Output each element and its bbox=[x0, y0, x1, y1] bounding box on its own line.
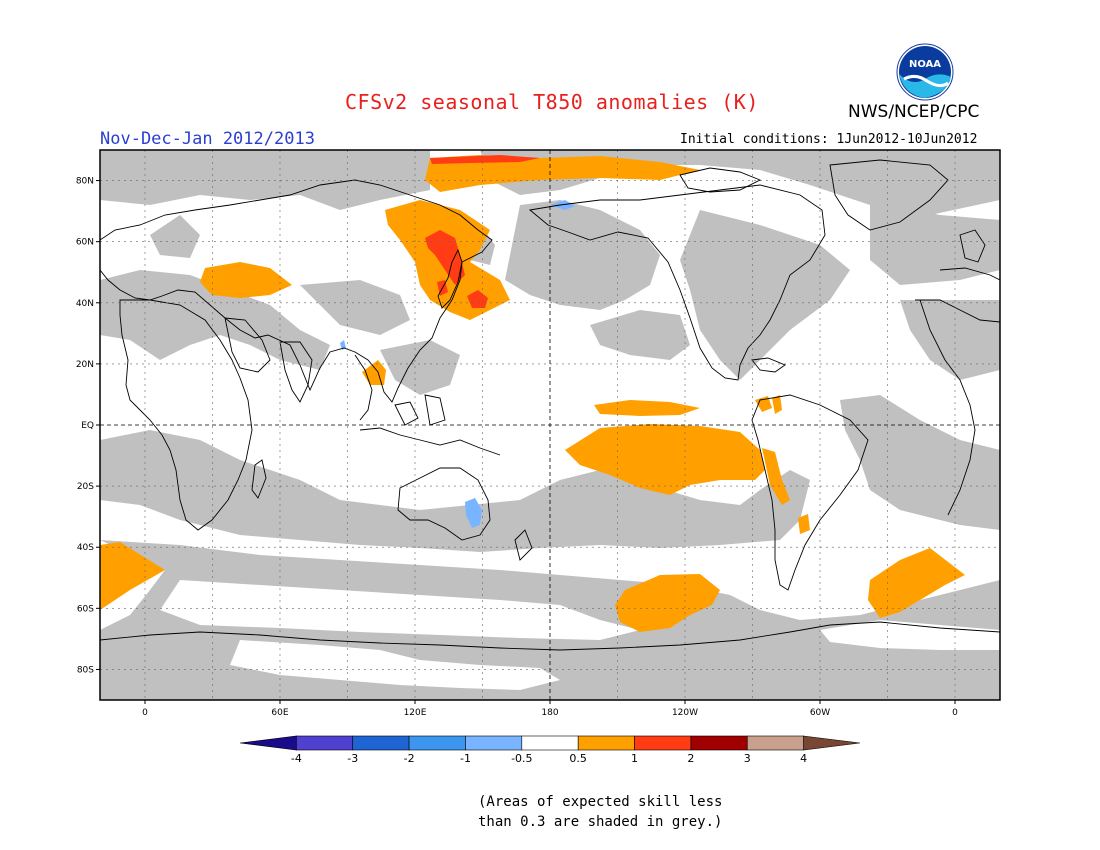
shaded-fields bbox=[100, 150, 1000, 700]
colorbar-tick-label: -3 bbox=[347, 752, 358, 765]
colorbar-segment bbox=[746, 735, 804, 751]
lon-tick-label: 120E bbox=[404, 708, 427, 718]
colorbar-tick-label: -2 bbox=[404, 752, 415, 765]
skill-note-line-1: (Areas of expected skill less bbox=[478, 794, 723, 810]
latitude-axis: 80N 60N 40N 20N EQ 20S 40S 60S 80S bbox=[76, 177, 100, 675]
colorbar-segment bbox=[577, 735, 635, 751]
colorbar-segment bbox=[803, 735, 861, 751]
lat-tick-label: 80S bbox=[77, 665, 94, 675]
lon-tick-label: 0 bbox=[952, 708, 958, 718]
colorbar-tick-label: 2 bbox=[687, 752, 694, 765]
lon-tick-label: 0 bbox=[142, 708, 148, 718]
colorbar-tick-label: 0.5 bbox=[569, 752, 587, 765]
lon-tick-label: 120W bbox=[672, 708, 698, 718]
colorbar-tick-label: 1 bbox=[631, 752, 638, 765]
lat-tick-label: 40S bbox=[77, 543, 94, 553]
colorbar-tick-label: 3 bbox=[744, 752, 751, 765]
lon-tick-label: 60W bbox=[810, 708, 830, 718]
colorbar-tick-label: -0.5 bbox=[511, 752, 532, 765]
lat-tick-label: 60S bbox=[77, 604, 94, 614]
logo-text: NOAA bbox=[909, 59, 941, 70]
season-label: Nov-Dec-Jan 2012/2013 bbox=[100, 129, 315, 149]
skill-note-line-2: than 0.3 are shaded in grey.) bbox=[478, 814, 723, 830]
lat-tick-label: EQ bbox=[81, 421, 94, 431]
colorbar-segment bbox=[690, 735, 748, 751]
colorbar-segment bbox=[352, 735, 410, 751]
lon-tick-label: 60E bbox=[271, 708, 288, 718]
warm-anomaly-1-2 bbox=[425, 155, 540, 308]
reference-lines bbox=[100, 150, 1000, 700]
agency-label: NWS/NCEP/CPC bbox=[848, 102, 980, 122]
lat-tick-label: 60N bbox=[76, 238, 94, 248]
noaa-logo: NOAA bbox=[896, 43, 954, 101]
lat-tick-label: 20N bbox=[76, 360, 94, 370]
longitude-axis: 0 60E 120E 180 120W 60W 0 bbox=[142, 700, 958, 718]
coastlines bbox=[100, 159, 1000, 651]
colorbar-tick-label: 4 bbox=[800, 752, 807, 765]
lat-tick-label: 80N bbox=[76, 177, 94, 187]
colorbar-tick-label: -4 bbox=[291, 752, 302, 765]
initial-conditions-label: Initial conditions: 1Jun2012-10Jun2012 bbox=[680, 132, 978, 147]
colorbar-tick-label: -1 bbox=[460, 752, 471, 765]
colorbar-segment bbox=[408, 735, 466, 751]
lat-tick-label: 20S bbox=[77, 482, 94, 492]
lon-tick-label: 180 bbox=[541, 708, 558, 718]
lat-tick-label: 40N bbox=[76, 299, 94, 309]
colorbar-segment bbox=[239, 735, 297, 751]
colorbar: -4 -3 -2 -1 -0.5 0.5 1 2 3 4 bbox=[239, 735, 861, 765]
colorbar-segment bbox=[296, 735, 354, 751]
skill-note: (Areas of expected skill less than 0.3 a… bbox=[478, 792, 738, 832]
colorbar-segment bbox=[634, 735, 692, 751]
colorbar-segment bbox=[521, 735, 579, 751]
colorbar-segment bbox=[465, 735, 523, 751]
page-title: CFSv2 seasonal T850 anomalies (K) bbox=[345, 90, 759, 114]
